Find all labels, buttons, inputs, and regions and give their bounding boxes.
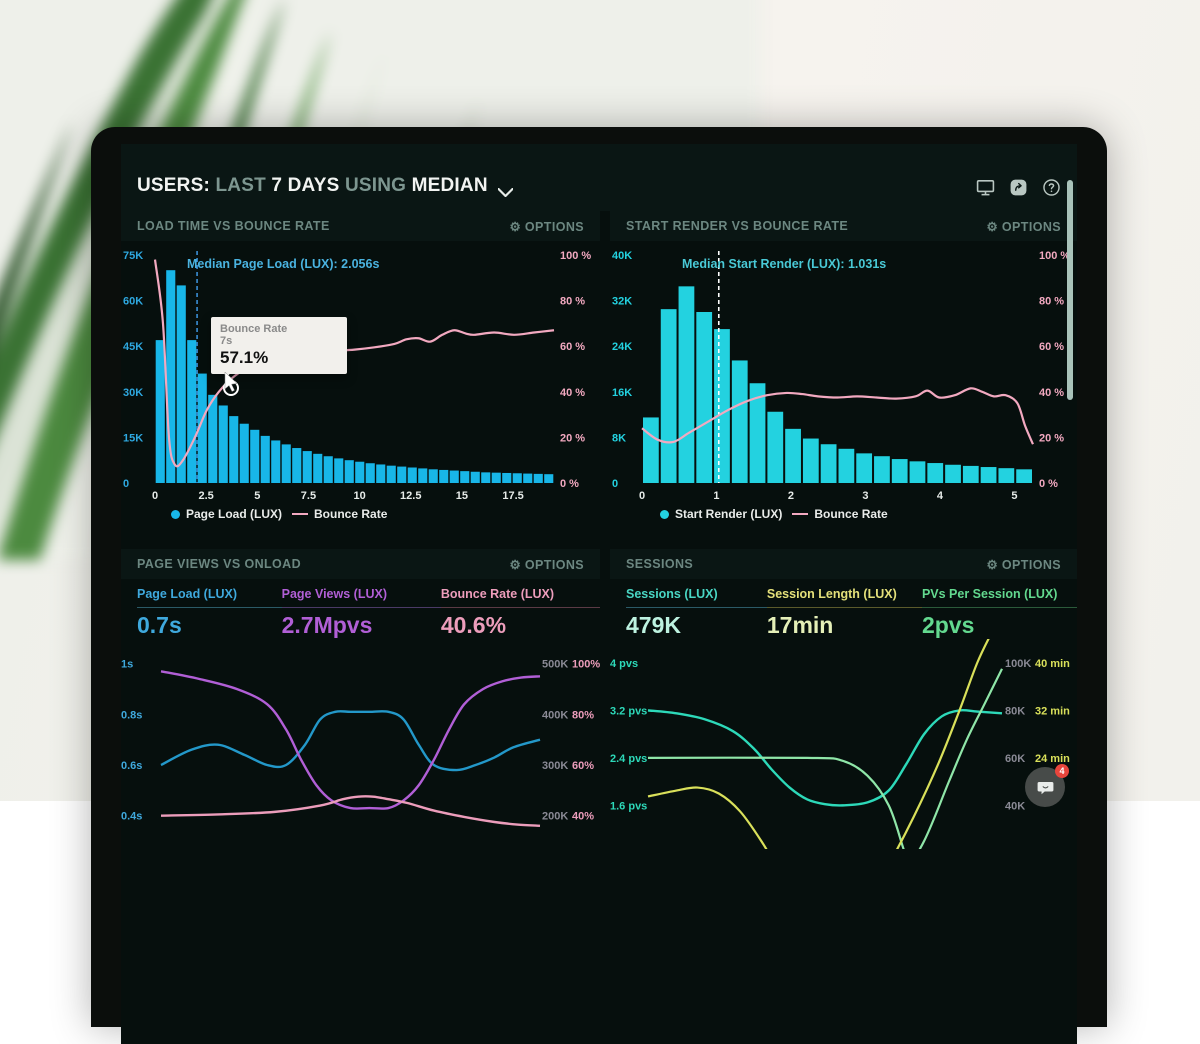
svg-text:3.2 pvs: 3.2 pvs xyxy=(610,705,647,717)
svg-text:32K: 32K xyxy=(612,296,632,308)
svg-text:100 %: 100 % xyxy=(1039,250,1070,262)
svg-text:60%: 60% xyxy=(572,760,594,772)
svg-text:0: 0 xyxy=(639,490,645,502)
svg-text:7.5: 7.5 xyxy=(301,490,316,502)
svg-text:4 pvs: 4 pvs xyxy=(610,658,638,670)
svg-text:0 %: 0 % xyxy=(1039,478,1058,490)
svg-text:24K: 24K xyxy=(612,341,632,353)
svg-text:0: 0 xyxy=(612,478,618,490)
svg-text:0: 0 xyxy=(123,478,129,490)
svg-text:8K: 8K xyxy=(612,432,626,444)
svg-text:60 %: 60 % xyxy=(560,341,585,353)
svg-text:40K: 40K xyxy=(612,250,632,262)
svg-text:1.6 pvs: 1.6 pvs xyxy=(610,800,647,812)
svg-text:2.5: 2.5 xyxy=(199,490,214,502)
svg-text:30K: 30K xyxy=(123,387,143,399)
svg-text:0.4s: 0.4s xyxy=(121,811,142,823)
svg-text:2: 2 xyxy=(788,490,794,502)
svg-text:15: 15 xyxy=(456,490,468,502)
svg-text:100 %: 100 % xyxy=(560,250,591,262)
svg-text:45K: 45K xyxy=(123,341,143,353)
svg-text:10: 10 xyxy=(353,490,365,502)
svg-text:0: 0 xyxy=(152,490,158,502)
svg-text:0 %: 0 % xyxy=(560,478,579,490)
svg-text:5: 5 xyxy=(254,490,260,502)
svg-text:1s: 1s xyxy=(121,659,133,671)
svg-text:75K: 75K xyxy=(123,250,143,262)
svg-text:5: 5 xyxy=(1011,490,1017,502)
svg-text:40 min: 40 min xyxy=(1035,658,1070,670)
svg-text:0.8s: 0.8s xyxy=(121,709,142,721)
svg-text:80 %: 80 % xyxy=(1039,296,1064,308)
svg-text:32 min: 32 min xyxy=(1035,705,1070,717)
svg-text:15K: 15K xyxy=(123,432,143,444)
svg-text:40 %: 40 % xyxy=(560,387,585,399)
svg-text:40 %: 40 % xyxy=(1039,387,1064,399)
svg-text:16K: 16K xyxy=(612,387,632,399)
svg-text:4: 4 xyxy=(937,490,944,502)
svg-text:12.5: 12.5 xyxy=(400,490,421,502)
svg-text:60 %: 60 % xyxy=(1039,341,1064,353)
svg-text:80 %: 80 % xyxy=(560,296,585,308)
svg-text:40%: 40% xyxy=(572,811,594,823)
svg-text:60K: 60K xyxy=(1005,753,1025,765)
svg-text:0.6s: 0.6s xyxy=(121,760,142,772)
svg-text:2.4 pvs: 2.4 pvs xyxy=(610,753,647,765)
svg-text:3: 3 xyxy=(862,490,868,502)
svg-text:60K: 60K xyxy=(123,296,143,308)
svg-text:20 %: 20 % xyxy=(560,432,585,444)
svg-text:20 %: 20 % xyxy=(1039,432,1064,444)
svg-text:400K: 400K xyxy=(542,709,568,721)
svg-text:1: 1 xyxy=(713,490,719,502)
svg-text:80K: 80K xyxy=(1005,705,1025,717)
svg-text:100%: 100% xyxy=(572,659,600,671)
svg-text:40K: 40K xyxy=(1005,800,1025,812)
svg-text:500K: 500K xyxy=(542,659,568,671)
svg-text:24 min: 24 min xyxy=(1035,753,1070,765)
svg-text:200K: 200K xyxy=(542,811,568,823)
svg-text:300K: 300K xyxy=(542,760,568,772)
svg-text:80%: 80% xyxy=(572,709,594,721)
svg-text:100K: 100K xyxy=(1005,658,1031,670)
svg-text:17.5: 17.5 xyxy=(502,490,523,502)
